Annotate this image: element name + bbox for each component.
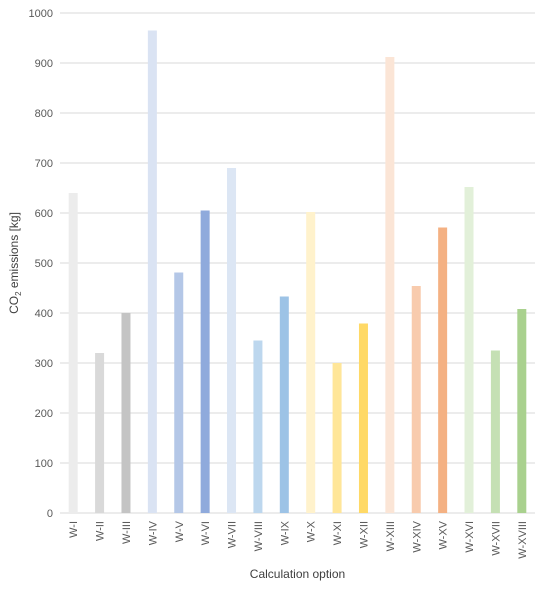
bars (68, 30, 527, 513)
x-tick-label: W-II (95, 521, 107, 541)
x-tick-label: W-XV (438, 520, 450, 549)
x-tick-label: W-XVIII (517, 521, 529, 559)
bar-w-iv (147, 30, 157, 513)
y-tick-label: 400 (35, 308, 53, 320)
bar-w-v (174, 272, 184, 513)
y-tick-label: 300 (35, 358, 53, 370)
y-tick-label: 0 (47, 508, 53, 520)
y-tick-label: 900 (35, 58, 53, 70)
bar-w-xv (438, 227, 448, 513)
bar-w-ii (95, 353, 105, 513)
y-axis-title-main: CO (7, 296, 21, 314)
y-tick-label: 600 (35, 208, 53, 220)
y-tick-label: 800 (35, 108, 53, 120)
y-tick-label: 500 (35, 258, 53, 270)
bar-w-xviii (517, 309, 527, 513)
x-tick-label: W-VIII (253, 521, 265, 551)
x-tick-label: W-I (68, 521, 80, 538)
y-axis-title-rest: emissions [kg] (7, 212, 21, 291)
x-tick-label: W-IX (279, 520, 291, 545)
bar-w-xiii (385, 57, 395, 513)
x-tick-label: W-X (306, 520, 318, 542)
y-tick-labels: 0 100 200 300 400 500 600 700 800 900 1000 (29, 8, 53, 520)
x-tick-label: W-VII (227, 521, 239, 548)
gridlines (60, 12, 535, 514)
x-tick-label: W-VI (200, 521, 212, 545)
x-tick-label: W-III (121, 521, 133, 544)
y-axis-title-subscript: 2 (14, 291, 23, 296)
y-tick-label: 100 (35, 458, 53, 470)
y-axis-title: CO2 emissions [kg] (7, 212, 23, 314)
x-tick-labels: W-I W-II W-III W-IV W-V W-VI W-VII W-VIII W-IX W-… (68, 520, 529, 558)
bar-w-xvii (490, 350, 500, 513)
x-tick-label: W-XII (358, 521, 370, 548)
bar-w-vii (227, 168, 237, 513)
y-tick-label: 700 (35, 158, 53, 170)
bar-w-xvi (464, 187, 474, 513)
x-tick-label: W-XIII (385, 521, 397, 551)
bar-w-x (306, 212, 316, 513)
x-tick-label: W-V (174, 520, 186, 542)
x-tick-label: W-XIV (411, 520, 423, 552)
bar-w-ix (279, 296, 289, 513)
bar-w-xiv (411, 286, 421, 513)
bar-w-xi (332, 363, 342, 513)
x-axis-title: Calculation option (250, 567, 345, 581)
bar-w-i (68, 193, 78, 513)
x-tick-label: W-XI (332, 521, 344, 545)
x-tick-label: W-IV (147, 520, 159, 545)
y-tick-label: 200 (35, 408, 53, 420)
x-tick-label: W-XVI (464, 521, 476, 553)
y-tick-label: 1000 (29, 8, 53, 20)
bar-w-viii (253, 340, 263, 513)
x-tick-label: W-XVII (490, 521, 502, 556)
bar-w-iii (121, 313, 131, 513)
bar-w-vi (200, 210, 210, 513)
bar-w-xii (358, 323, 368, 513)
